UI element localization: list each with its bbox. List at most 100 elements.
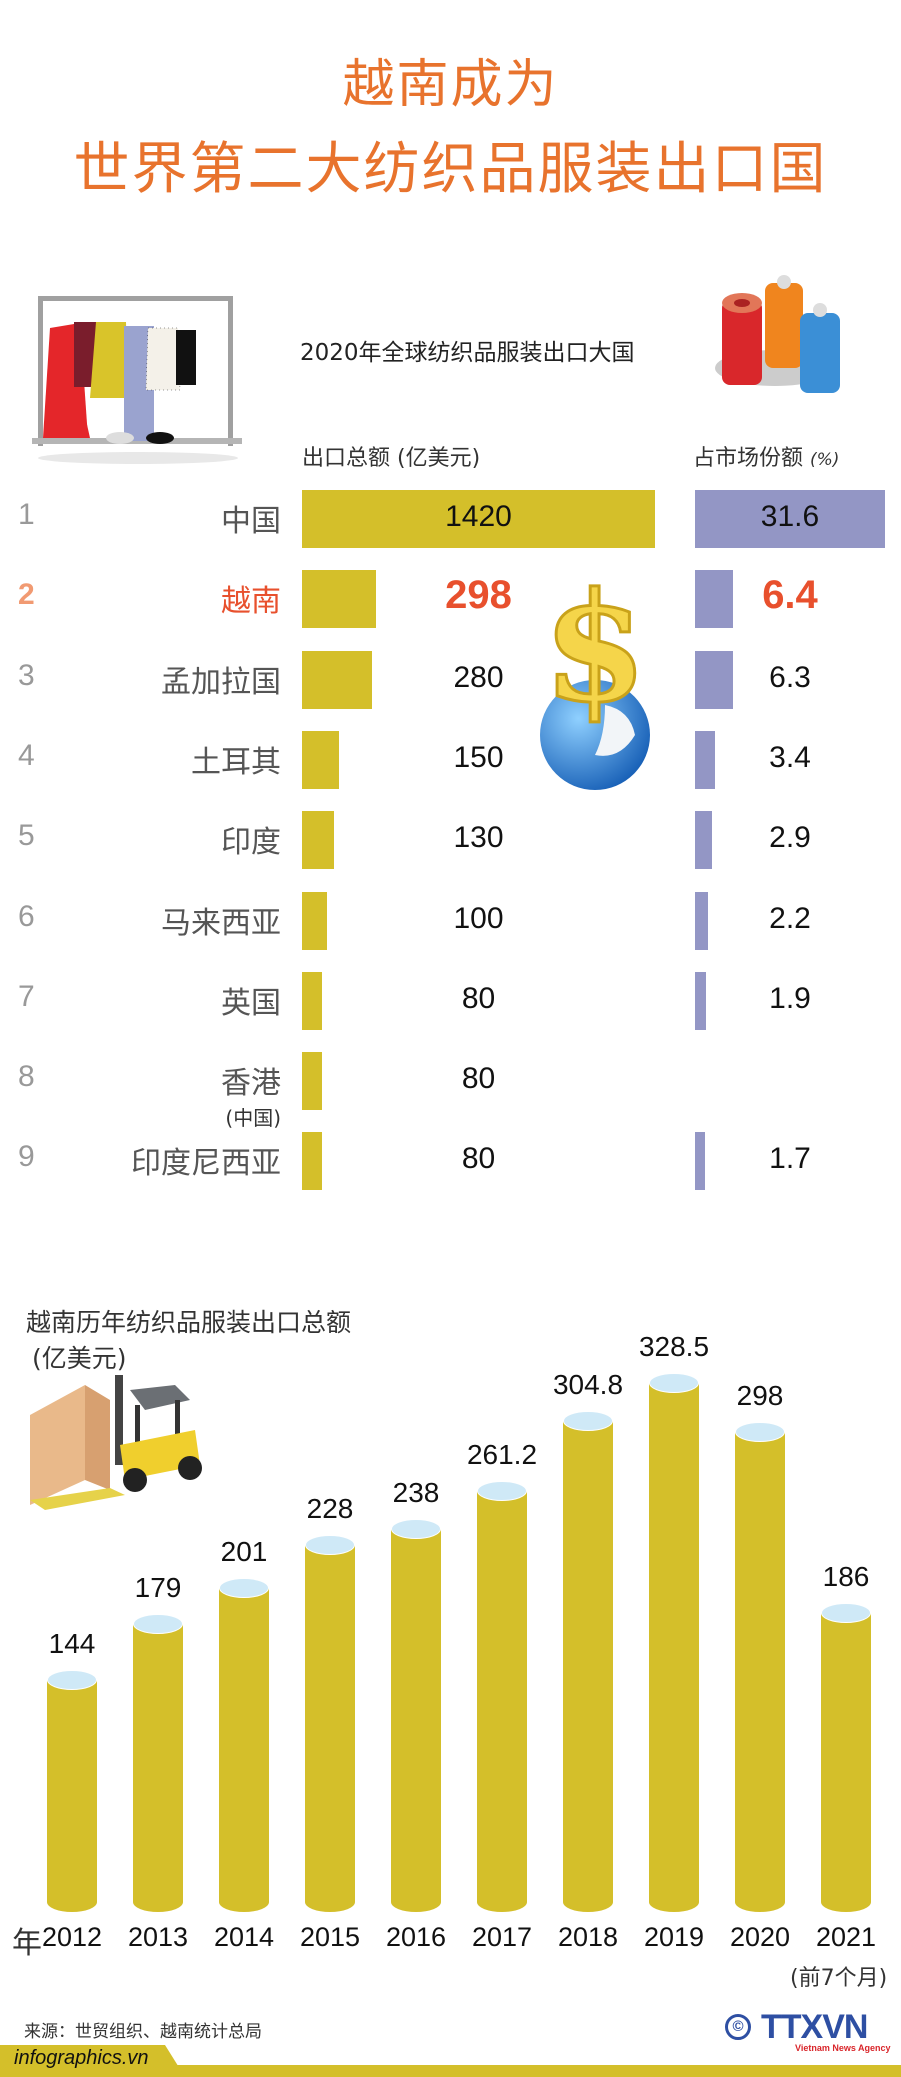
- rank-number: 5: [18, 819, 35, 853]
- dollar-globe-icon: $: [540, 565, 650, 790]
- country-name: 香港: [221, 1066, 281, 1102]
- logo-text: TTXVN: [761, 2008, 868, 2046]
- column-bar: [821, 1603, 871, 1912]
- export-value: 100: [453, 901, 504, 935]
- column-bar: [649, 1373, 699, 1912]
- share-bar: [695, 971, 706, 1030]
- footer-strip: [0, 2065, 901, 2077]
- rank-number: 4: [18, 738, 35, 772]
- share-bar: [695, 730, 715, 789]
- svg-text:$: $: [543, 565, 647, 736]
- export-bar: [302, 891, 327, 950]
- history-chart-title-text: 越南历年纺织品服装出口总额: [26, 1308, 352, 1337]
- history-chart-unit: (亿美元): [32, 1344, 127, 1373]
- export-value: 298: [445, 573, 512, 618]
- column-value-label: 304.8: [552, 1369, 624, 1400]
- column-cap: [735, 1422, 785, 1442]
- share-value: 31.6: [760, 500, 820, 533]
- column-value-label: 238: [392, 1477, 440, 1508]
- export-value: 130: [453, 821, 504, 855]
- share-column-label: 占市场份额: [693, 446, 804, 471]
- export-bar: [302, 570, 376, 629]
- clothing-rack-icon: [32, 296, 242, 464]
- column-value-label: 261.2: [466, 1439, 538, 1470]
- column-value-label: 144: [48, 1628, 96, 1659]
- page-title-line-1: 越南成为: [342, 55, 559, 115]
- column-bar: [391, 1519, 441, 1912]
- rank-number: 6: [18, 899, 35, 933]
- share-bar: [695, 570, 733, 629]
- year-label: 2021: [815, 1922, 877, 1952]
- share-column-header: 占市场份额 (%): [693, 440, 839, 472]
- ranking-row: 2 越南 298 6.4: [0, 570, 901, 629]
- column-cap: [133, 1614, 183, 1634]
- country-name: 马来西亚: [161, 905, 281, 941]
- column-bar: [47, 1670, 97, 1912]
- share-bar: [695, 1132, 705, 1191]
- export-value: 80: [461, 1142, 496, 1176]
- export-column-unit: (亿美元): [397, 446, 481, 471]
- rank-number: 7: [18, 979, 35, 1013]
- export-value: 1420: [445, 500, 512, 533]
- country-subtitle: (中国): [225, 1106, 281, 1131]
- share-value: 2.9: [769, 821, 811, 855]
- share-bar: [695, 891, 708, 950]
- column-bar: [477, 1481, 527, 1912]
- column-cap: [563, 1411, 613, 1431]
- year-label: 2019: [643, 1922, 705, 1952]
- rank-number: 3: [18, 658, 35, 692]
- share-bar: [695, 811, 712, 870]
- export-bar: [302, 1132, 322, 1191]
- column-value-label: 228: [306, 1493, 354, 1524]
- source-text: 来源：世贸组织、越南统计总局: [24, 2022, 262, 2042]
- column-cap: [47, 1670, 97, 1690]
- year-label: 2018: [557, 1922, 619, 1952]
- share-column-unit: (%): [810, 450, 840, 470]
- year-label: 2017: [471, 1922, 533, 1952]
- export-bar: [302, 490, 655, 548]
- export-value: 80: [461, 981, 496, 1015]
- share-value: 3.4: [769, 740, 811, 774]
- year-label: 2016: [385, 1922, 447, 1952]
- column-value-label: 201: [220, 1536, 268, 1567]
- column-value-label: 186: [822, 1561, 870, 1592]
- export-bar: [302, 650, 372, 709]
- export-column-header: 出口总额 (亿美元): [302, 440, 480, 472]
- ranking-row: 1 中国 1420 31.6: [0, 490, 901, 548]
- column-cap: [305, 1535, 355, 1555]
- history-chart-title: 越南历年纺织品服装出口总额 (亿美元): [26, 1305, 351, 1377]
- rank-number: 8: [18, 1060, 35, 1094]
- ranking-subtitle: 2020年全球纺织品服装出口大国: [300, 340, 635, 366]
- country-name: 印度: [221, 825, 281, 861]
- column-value-label: 328.5: [638, 1331, 710, 1362]
- column-cap: [391, 1519, 441, 1539]
- export-bar: [302, 1052, 322, 1111]
- share-bar: [695, 650, 733, 709]
- ranking-row: 4 土耳其 150 3.4: [0, 730, 901, 789]
- ranking-row: 6 马来西亚 100 2.2: [0, 891, 901, 950]
- logo-tagline: Vietnam News Agency: [795, 2043, 891, 2053]
- column-bar: [219, 1578, 269, 1912]
- column-bar: [735, 1422, 785, 1912]
- rank-number: 1: [18, 498, 35, 531]
- column-cap: [219, 1578, 269, 1598]
- country-name: 印度尼西亚: [131, 1146, 281, 1182]
- column-value-label: 298: [736, 1380, 784, 1411]
- copyright-icon: ©: [725, 2014, 751, 2040]
- column-bar: [305, 1535, 355, 1912]
- rank-number: 2: [18, 578, 35, 612]
- export-bar: [302, 971, 322, 1030]
- year-label: 2020: [729, 1922, 791, 1952]
- share-value: 1.7: [769, 1142, 811, 1176]
- site-link[interactable]: infographics.vn: [14, 2047, 149, 2069]
- export-value: 280: [453, 660, 504, 694]
- column-cap: [477, 1481, 527, 1501]
- page-title-line-2: 世界第二大纺织品服装出口国: [73, 137, 828, 202]
- export-value: 150: [453, 740, 504, 774]
- share-value: 6.3: [769, 660, 811, 694]
- export-value: 80: [461, 1062, 496, 1096]
- year-label: 2012: [41, 1922, 103, 1952]
- year-axis-prefix: 年: [12, 1926, 42, 1961]
- ranking-row: 5 印度 130 2.9: [0, 811, 901, 870]
- export-bar: [302, 811, 334, 870]
